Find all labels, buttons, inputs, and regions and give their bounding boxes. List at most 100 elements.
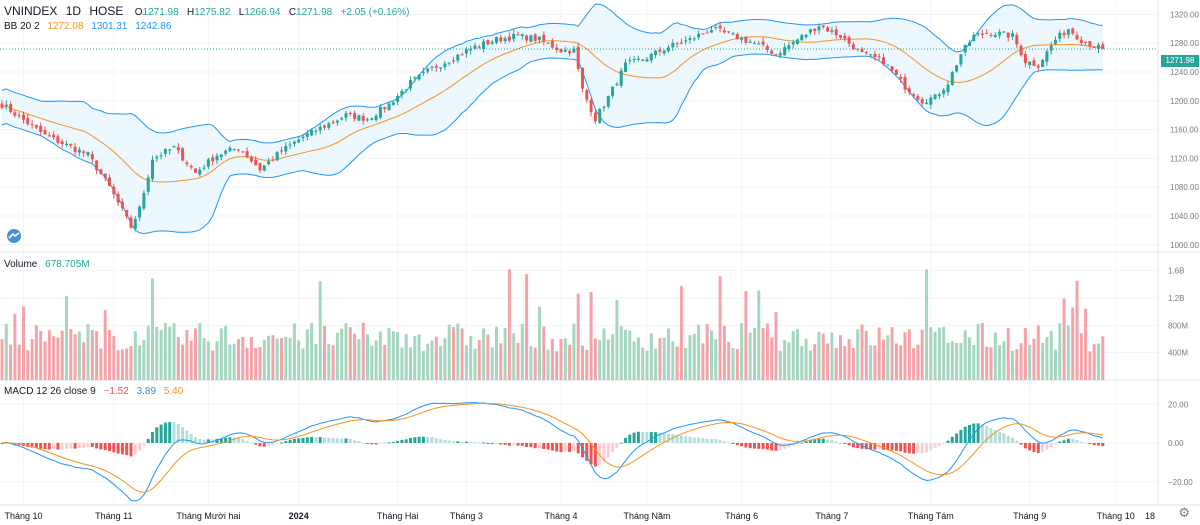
- volume-bar: [168, 326, 172, 380]
- macd-hist-bar: [237, 438, 240, 443]
- volume-bar: [383, 344, 387, 380]
- candle-body: [464, 49, 468, 54]
- macd-hist-bar: [1097, 443, 1100, 446]
- macd-hist-bar: [443, 440, 447, 443]
- macd-hist-bar: [495, 443, 498, 444]
- macd-hist-bar: [391, 441, 395, 443]
- macd-hist-bar: [138, 443, 142, 451]
- volume-label: Volume: [4, 259, 38, 270]
- volume-bar: [950, 341, 954, 380]
- ohlc-h-label: H: [187, 7, 195, 18]
- bb-legend[interactable]: BB 20 2 1272.08 1301.31 1242.86: [4, 21, 176, 32]
- volume-bar: [1097, 343, 1100, 380]
- candle-body: [972, 34, 976, 41]
- macd-hist-bar: [808, 439, 812, 443]
- candle-body: [280, 150, 283, 152]
- macd-hist-bar: [783, 443, 787, 449]
- macd-hist-bar: [387, 442, 391, 444]
- macd-hist-bar: [383, 443, 387, 444]
- macd-hist-bar: [520, 443, 524, 446]
- volume-bar: [804, 338, 808, 380]
- macd-hist-bar: [753, 443, 756, 449]
- macd-hist-bar: [675, 434, 679, 443]
- volume-bar: [976, 323, 980, 380]
- macd-hist-bar: [882, 443, 885, 450]
- volume-bar: [1054, 349, 1057, 380]
- candle-body: [258, 163, 262, 171]
- volume-bar: [722, 325, 726, 380]
- macd-hist-bar: [542, 443, 546, 449]
- candle-body: [525, 35, 529, 41]
- candle-body: [692, 38, 696, 40]
- volume-bar: [30, 339, 34, 380]
- volume-bar: [662, 337, 666, 380]
- macd-hist-bar: [546, 443, 550, 450]
- candle-body: [765, 46, 769, 50]
- time-axis: Tháng 10 Tháng 11 Tháng Mười hai 2024 Tháng …: [4, 511, 1155, 521]
- volume-bar: [507, 269, 511, 380]
- macd-hist-bar: [340, 438, 344, 443]
- candle-body: [1092, 46, 1096, 48]
- candle-body: [1023, 54, 1027, 64]
- candle-body: [99, 169, 103, 175]
- candle-body: [1079, 39, 1083, 43]
- volume-bar: [568, 344, 572, 380]
- volume-bar: [482, 328, 486, 380]
- candle-body: [443, 63, 447, 68]
- candle-body: [869, 54, 873, 56]
- macd-hist-bar: [77, 443, 81, 448]
- candle-body: [976, 33, 980, 35]
- volume-bar: [576, 293, 580, 380]
- candle-body: [662, 50, 666, 54]
- macd-hist-bar: [335, 438, 339, 443]
- macd-hist-bar: [576, 443, 580, 454]
- volume-legend[interactable]: Volume 678.705M: [4, 259, 95, 270]
- volume-bar: [232, 343, 236, 380]
- volume-bar: [783, 340, 787, 380]
- macd-hist-bar: [821, 438, 825, 443]
- symbol-label[interactable]: VNINDEX: [4, 4, 58, 18]
- time-tick-label: Tháng 3: [450, 511, 483, 521]
- interval-label[interactable]: 1D: [65, 4, 82, 18]
- macd-legend[interactable]: MACD 12 26 close 9 −1.52 3.89 5.40: [4, 386, 188, 397]
- volume-bar: [1006, 328, 1010, 380]
- macd-hist-bar: [516, 443, 520, 446]
- macd-hist-bar: [1006, 436, 1010, 443]
- candle-body: [120, 201, 124, 209]
- macd-hist-bar: [112, 443, 116, 453]
- volume-bar: [314, 343, 318, 380]
- volume-bar: [366, 334, 369, 380]
- volume-bar: [692, 333, 696, 380]
- volume-bar: [542, 326, 546, 380]
- macd-hist-bar: [1011, 437, 1014, 443]
- volume-bar: [877, 327, 881, 380]
- volume-bar: [735, 349, 739, 380]
- candle-body: [34, 125, 38, 128]
- volume-bar: [821, 333, 825, 380]
- candle-body: [142, 193, 146, 209]
- macd-hist-bar: [198, 438, 202, 443]
- macd-hist-bar: [929, 443, 933, 451]
- volume-bar: [52, 336, 56, 380]
- candle-body: [138, 206, 142, 218]
- time-tick-label: Tháng 7: [815, 511, 848, 521]
- candle-body: [942, 89, 946, 94]
- candle-body: [645, 59, 649, 62]
- tradingview-logo-icon[interactable]: [6, 229, 22, 243]
- macd-hist-bar: [305, 437, 309, 443]
- macd-hist-bar: [120, 443, 124, 455]
- macd-hist-bar: [194, 437, 197, 443]
- candle-body: [559, 48, 563, 53]
- settings-gear-icon[interactable]: ⚙: [1178, 505, 1190, 520]
- macd-hist-bar: [151, 431, 154, 443]
- macd-hist-bar: [486, 443, 490, 444]
- volume-bar: [413, 336, 417, 380]
- macd-hist-bar: [413, 437, 417, 443]
- macd-hist-bar: [86, 443, 90, 447]
- candle-body: [396, 96, 400, 102]
- macd-hist-bar: [258, 443, 262, 447]
- macd-hist-bar: [499, 443, 503, 445]
- candle-body: [1045, 51, 1049, 62]
- macd-hist-bar: [937, 443, 941, 446]
